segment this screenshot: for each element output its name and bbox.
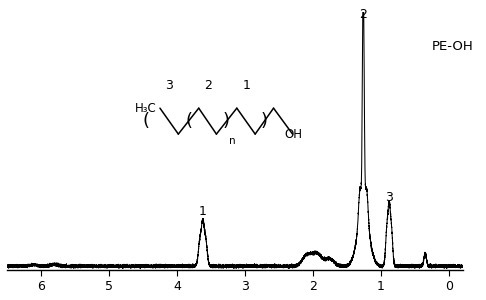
Text: ): ): [260, 112, 267, 130]
Text: 1: 1: [243, 79, 250, 92]
Text: 3: 3: [385, 190, 393, 204]
Text: ): ): [223, 112, 229, 130]
Text: n: n: [229, 136, 235, 146]
Text: 2: 2: [359, 8, 367, 21]
Text: (: (: [143, 112, 150, 130]
Text: H₃C: H₃C: [135, 102, 156, 115]
Text: 1: 1: [199, 205, 207, 218]
Text: 2: 2: [204, 79, 211, 92]
Text: (: (: [186, 112, 193, 130]
Text: 3: 3: [165, 79, 173, 92]
Text: PE-OH: PE-OH: [432, 40, 474, 53]
Text: OH: OH: [285, 128, 303, 141]
